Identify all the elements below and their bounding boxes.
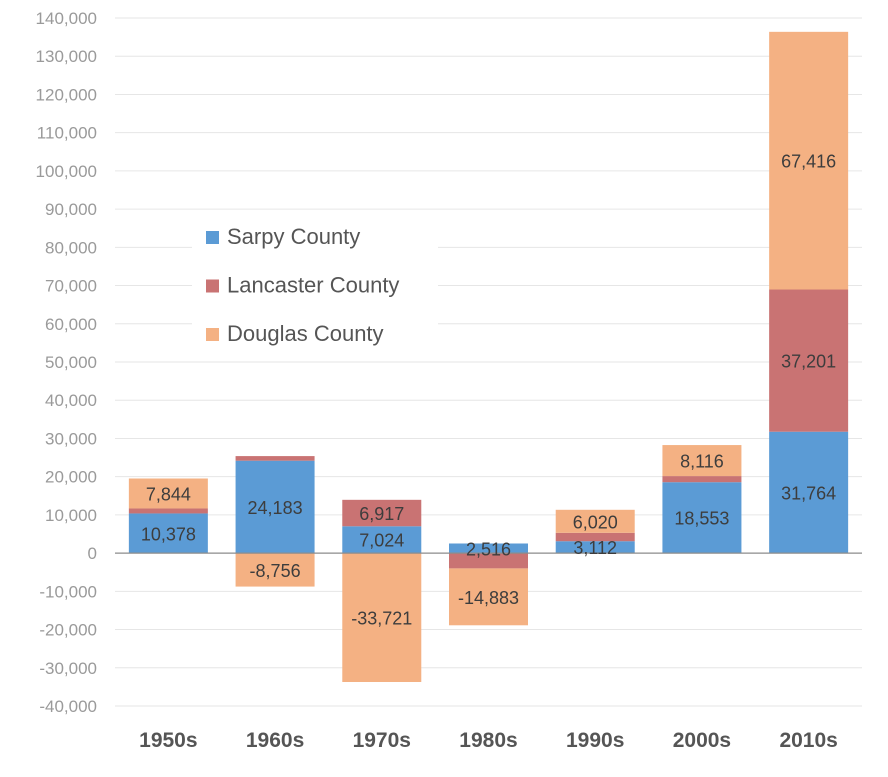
x-axis-ticks: 1950s 1960s 1970s 1980s 1990s 2000s 2010s bbox=[139, 729, 838, 752]
data-label-sarpy-county-1960s: 24,183 bbox=[248, 498, 303, 518]
data-label-sarpy-county-1980s: 2,516 bbox=[466, 539, 511, 559]
data-label-douglas-county-1990s: 6,020 bbox=[573, 512, 618, 532]
bar-lancaster-county-1970s bbox=[342, 499, 422, 527]
y-tick-label: 30,000 bbox=[45, 429, 97, 448]
y-tick-label: -10,000 bbox=[39, 582, 97, 601]
y-tick-label: -20,000 bbox=[39, 621, 97, 640]
data-label-lancaster-county-2010s: 37,201 bbox=[781, 352, 836, 372]
bar-lancaster-county-1960s bbox=[235, 456, 315, 461]
bars bbox=[128, 31, 849, 683]
bar-lancaster-county-2010s bbox=[769, 289, 849, 432]
bar-douglas-county-2010s bbox=[769, 31, 849, 290]
y-tick-label: 0 bbox=[88, 544, 97, 563]
y-tick-label: 120,000 bbox=[36, 85, 97, 104]
data-label-douglas-county-2000s: 8,116 bbox=[680, 452, 724, 472]
bar-lancaster-county-1950s bbox=[128, 508, 208, 514]
y-tick-label: 50,000 bbox=[45, 353, 97, 372]
bar-lancaster-county-1980s bbox=[449, 553, 528, 569]
y-tick-label: -40,000 bbox=[39, 697, 97, 716]
legend: Sarpy County Lancaster County Douglas Coun… bbox=[192, 212, 438, 360]
data-label-sarpy-county-1970s: 7,024 bbox=[359, 531, 404, 551]
legend-label-sarpy-county: Sarpy County bbox=[227, 224, 360, 249]
y-tick-label: -30,000 bbox=[39, 659, 97, 678]
data-label-lancaster-county-1970s: 6,917 bbox=[359, 504, 404, 524]
data-label-douglas-county-1950s: 7,844 bbox=[146, 484, 191, 504]
data-label-sarpy-county-2010s: 31,764 bbox=[781, 483, 836, 503]
data-label-sarpy-county-1950s: 10,378 bbox=[141, 524, 196, 544]
bar-sarpy-county-1950s bbox=[128, 513, 208, 554]
y-tick-label: 80,000 bbox=[45, 238, 97, 257]
data-label-douglas-county-1970s: -33,721 bbox=[351, 609, 412, 629]
data-label-sarpy-county-1990s: 3,112 bbox=[573, 538, 617, 558]
bar-sarpy-county-2000s bbox=[662, 482, 742, 554]
y-tick-label: 140,000 bbox=[36, 9, 97, 28]
y-tick-label: 70,000 bbox=[45, 277, 97, 296]
bar-lancaster-county-2000s bbox=[662, 476, 742, 483]
legend-swatch-lancaster-county bbox=[206, 279, 219, 293]
y-tick-label: 10,000 bbox=[45, 506, 97, 525]
x-tick-label-1950s: 1950s bbox=[139, 729, 197, 752]
legend-label-douglas-county: Douglas County bbox=[227, 321, 384, 346]
bar-douglas-county-1980s bbox=[449, 568, 528, 626]
y-tick-label: 90,000 bbox=[45, 200, 97, 219]
bar-douglas-county-1970s bbox=[342, 553, 422, 683]
bar-douglas-county-1960s bbox=[235, 553, 315, 587]
x-tick-label-1990s: 1990s bbox=[566, 729, 624, 752]
legend-background bbox=[192, 212, 438, 360]
x-tick-label-1960s: 1960s bbox=[246, 729, 304, 752]
x-tick-label-2010s: 2010s bbox=[779, 729, 837, 752]
bar-sarpy-county-2010s bbox=[769, 431, 849, 554]
y-tick-label: 110,000 bbox=[37, 124, 97, 143]
legend-label-lancaster-county: Lancaster County bbox=[227, 273, 399, 298]
y-tick-label: 100,000 bbox=[36, 162, 97, 181]
bar-sarpy-county-1980s bbox=[449, 543, 528, 554]
x-tick-label-1970s: 1970s bbox=[353, 729, 411, 752]
bar-lancaster-county-1990s bbox=[555, 532, 635, 542]
data-label-sarpy-county-2000s: 18,553 bbox=[674, 509, 729, 529]
bar-sarpy-county-1970s bbox=[342, 526, 422, 554]
y-tick-label: 60,000 bbox=[45, 315, 97, 334]
y-tick-label: 40,000 bbox=[45, 391, 97, 410]
x-tick-label-1980s: 1980s bbox=[459, 729, 517, 752]
data-label-douglas-county-1960s: -8,756 bbox=[250, 561, 301, 581]
data-label-douglas-county-2010s: 67,416 bbox=[781, 152, 836, 172]
y-tick-label: 130,000 bbox=[36, 47, 97, 66]
legend-swatch-sarpy-county bbox=[206, 231, 219, 244]
y-axis-ticks: -40,000 -30,000 -20,000 -10,000 0 10,000 20,00… bbox=[36, 9, 97, 716]
bar-douglas-county-1950s bbox=[128, 478, 208, 509]
legend-swatch-douglas-county bbox=[206, 328, 219, 341]
bar-sarpy-county-1990s bbox=[555, 541, 635, 554]
data-label-douglas-county-1980s: -14,883 bbox=[458, 588, 519, 608]
x-tick-label-2000s: 2000s bbox=[673, 729, 731, 752]
bar-sarpy-county-1960s bbox=[235, 460, 315, 554]
y-tick-label: 20,000 bbox=[45, 468, 97, 487]
bar-douglas-county-1990s bbox=[555, 509, 635, 533]
bar-douglas-county-2000s bbox=[662, 445, 742, 477]
data-labels: 10,378 7,844 24,183 -8,756 7,024 6,917 -33,721… bbox=[141, 152, 836, 629]
